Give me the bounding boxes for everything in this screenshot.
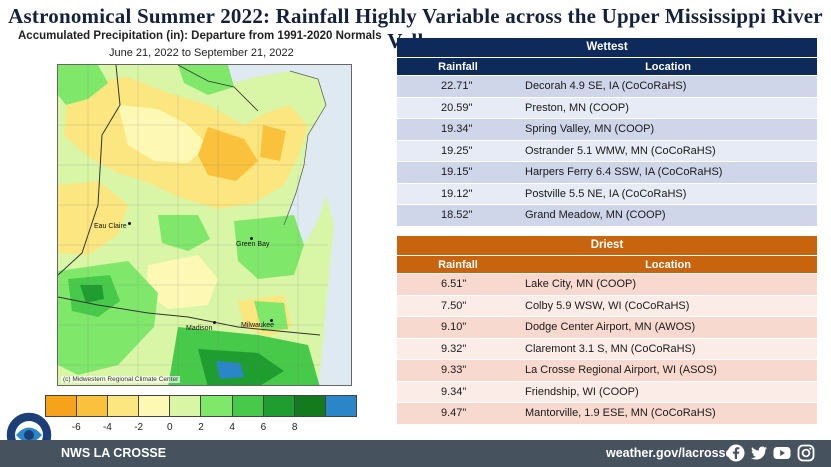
city-label-milwaukee: Milwaukee <box>241 322 275 329</box>
location-value: Spring Valley, MN (COOP) <box>525 123 655 135</box>
rainfall-value: 9.33" <box>441 364 467 376</box>
rainfall-value: 19.25" <box>441 144 473 157</box>
rainfall-value: 6.51" <box>441 278 467 290</box>
map-credit: (c) Midwestern Regional Climate Center <box>61 376 181 383</box>
legend-swatch <box>294 396 326 416</box>
legend-swatch <box>263 396 295 416</box>
table-row: 19.12" Postville 5.5 NE, IA (CoCoRaHS) <box>397 182 817 204</box>
legend-tick-label: 8 <box>291 422 298 433</box>
col-rainfall: Rainfall <box>438 259 478 271</box>
rainfall-value: 9.34" <box>441 385 467 398</box>
location-value: Claremont 3.1 S, MN (CoCoRaHS) <box>525 342 696 355</box>
rainfall-value: 9.10" <box>441 321 467 333</box>
color-legend <box>45 395 357 417</box>
location-value: Lake City, MN (COOP) <box>525 278 637 290</box>
wettest-heading: Wettest <box>397 38 817 57</box>
footer-url[interactable]: weather.gov/lacrosse <box>606 446 733 460</box>
table-row: 19.15" Harpers Ferry 6.4 SSW, IA (CoCoRaH… <box>397 161 817 183</box>
milwaukee-dot <box>270 319 273 322</box>
legend-tick-label: 6 <box>260 422 267 433</box>
table-row: 9.32" Claremont 3.1 S, MN (CoCoRaHS) <box>397 337 817 359</box>
footer-bar: NWS LA CROSSE weather.gov/lacrosse <box>0 440 831 467</box>
green-bay-dot <box>250 237 253 240</box>
location-value: Dodge Center Airport, MN (AWOS) <box>525 321 696 333</box>
rainfall-value: 19.15" <box>441 166 473 178</box>
map-heading: Accumulated Precipitation (in): Departur… <box>18 30 382 42</box>
map-dates: June 21, 2022 to September 21, 2022 <box>109 47 294 59</box>
table-row: 19.25" Ostrander 5.1 WMW, MN (CoCoRaHS) <box>397 139 817 161</box>
col-location: Location <box>645 259 691 271</box>
location-value: Colby 5.9 WSW, WI (CoCoRaHS) <box>525 299 690 312</box>
location-value: Postville 5.5 NE, IA (CoCoRaHS) <box>525 187 687 200</box>
location-value: Friendship, WI (COOP) <box>525 385 639 398</box>
legend-tick-label: -4 <box>102 422 112 433</box>
rainfall-value: 9.47" <box>441 407 467 419</box>
city-label-eau-claire: Eau Claire <box>94 223 127 230</box>
table-row: 19.34" Spring Valley, MN (COOP) <box>397 118 817 140</box>
instagram-icon[interactable] <box>797 444 815 462</box>
table-row: 9.33" La Crosse Regional Airport, WI (ASO… <box>397 359 817 381</box>
precip-departure-map: Eau Claire Green Bay Madison Milwaukee (… <box>57 64 352 386</box>
legend-swatch <box>325 396 356 416</box>
rainfall-value: 19.12" <box>441 187 473 200</box>
legend-swatch <box>108 396 140 416</box>
legend-swatch <box>46 396 78 416</box>
table-row: 18.52" Grand Meadow, MN (COOP) <box>397 204 817 226</box>
location-value: La Crosse Regional Airport, WI (ASOS) <box>525 364 717 376</box>
legend-tick-label: 2 <box>198 422 204 433</box>
location-value: Grand Meadow, MN (COOP) <box>525 209 666 221</box>
map-header: Accumulated Precipitation (in): Departur… <box>18 30 388 59</box>
rainfall-value: 18.52" <box>441 209 473 221</box>
location-value: Preston, MN (COOP) <box>525 101 629 114</box>
rainfall-value: 20.59" <box>441 101 473 114</box>
col-location: Location <box>645 61 691 73</box>
location-value: Decorah 4.9 SE, IA (CoCoRaHS) <box>525 80 687 92</box>
table-row: 20.59" Preston, MN (COOP) <box>397 96 817 118</box>
legend-swatch <box>139 396 171 416</box>
rainfall-value: 22.71" <box>441 80 473 92</box>
wettest-col-headers: Rainfall Location <box>397 57 817 75</box>
table-row: 9.34" Friendship, WI (COOP) <box>397 380 817 402</box>
legend-tick-label: 4 <box>229 422 235 433</box>
location-value: Mantorville, 1.9 ESE, MN (CoCoRaHS) <box>525 407 716 419</box>
city-label-madison: Madison <box>186 325 213 332</box>
legend-tick-label: -2 <box>134 422 144 433</box>
city-label-green-bay: Green Bay <box>236 241 270 248</box>
wettest-table: Wettest Rainfall Location 22.71" Decorah … <box>397 38 817 226</box>
table-row: 7.50" Colby 5.9 WSW, WI (CoCoRaHS) <box>397 294 817 316</box>
legend-swatch <box>201 396 233 416</box>
twitter-icon[interactable] <box>750 444 768 462</box>
legend-swatch <box>77 396 109 416</box>
table-row: 9.10" Dodge Center Airport, MN (AWOS) <box>397 316 817 338</box>
driest-table: Driest Rainfall Location 6.51" Lake City,… <box>397 236 817 424</box>
eau-claire-dot <box>128 222 131 225</box>
legend-ticks: -6 -4 -2 0 2 4 6 8 <box>45 422 357 436</box>
legend-swatch <box>170 396 202 416</box>
rainfall-value: 9.32" <box>441 342 467 355</box>
col-rainfall: Rainfall <box>438 61 478 73</box>
table-row: 6.51" Lake City, MN (COOP) <box>397 273 817 295</box>
table-row: 22.71" Decorah 4.9 SE, IA (CoCoRaHS) <box>397 75 817 97</box>
map-graphic <box>58 65 351 385</box>
legend-tick-label: -6 <box>71 422 81 433</box>
rainfall-value: 19.34" <box>441 123 473 135</box>
location-value: Ostrander 5.1 WMW, MN (CoCoRaHS) <box>525 144 716 157</box>
youtube-icon[interactable] <box>773 444 791 462</box>
legend-swatch <box>232 396 264 416</box>
madison-dot <box>213 321 216 324</box>
table-row: 9.47" Mantorville, 1.9 ESE, MN (CoCoRaHS) <box>397 402 817 424</box>
rainfall-value: 7.50" <box>441 299 467 312</box>
facebook-icon[interactable] <box>727 444 745 462</box>
driest-heading: Driest <box>397 236 817 255</box>
legend-tick-label: 0 <box>167 422 173 433</box>
location-value: Harpers Ferry 6.4 SSW, IA (CoCoRaHS) <box>525 166 723 178</box>
footer-org: NWS LA CROSSE <box>61 446 167 460</box>
driest-col-headers: Rainfall Location <box>397 255 817 273</box>
